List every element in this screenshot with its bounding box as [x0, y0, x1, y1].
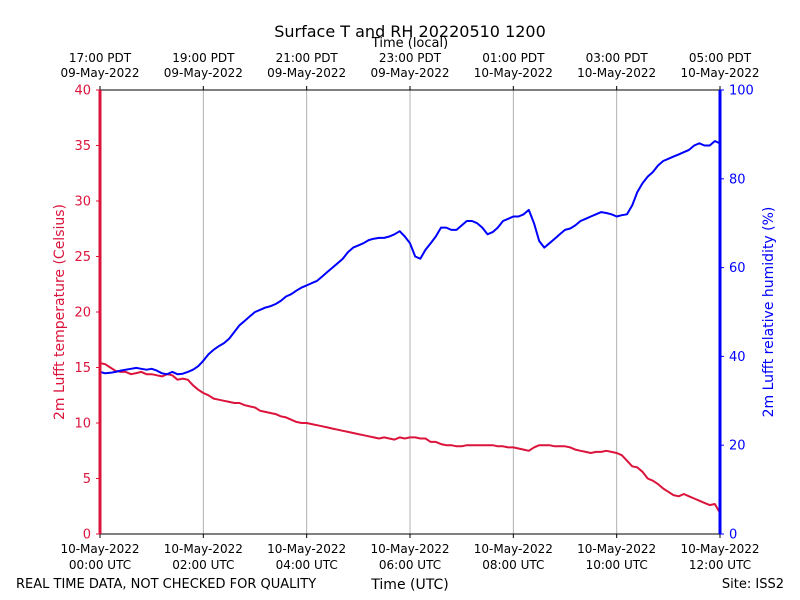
x-tick-label-utc-time: 10:00 UTC [586, 558, 648, 572]
quality-disclaimer: REAL TIME DATA, NOT CHECKED FOR QUALITY [16, 577, 316, 592]
left-y-tick-label: 30 [74, 195, 91, 210]
x-axis-label: Time (UTC) [370, 577, 448, 593]
x-tick-label-utc-time: 08:00 UTC [482, 558, 544, 572]
right-y-axis-label: 2m Lufft relative humidity (%) [761, 207, 777, 418]
x-tick-label-local-time: 05:00 PDT [689, 51, 752, 65]
x-tick-label-local-date: 10-May-2022 [577, 66, 656, 80]
left-y-tick-label: 10 [74, 417, 91, 432]
x-tick-label-utc-time: 00:00 UTC [69, 558, 131, 572]
x-tick-label-local-time: 19:00 PDT [172, 51, 235, 65]
left-y-tick-label: 0 [83, 528, 91, 543]
left-y-tick-label: 35 [74, 139, 91, 154]
gridlines [202, 90, 618, 534]
right-y-tick-label: 80 [729, 172, 746, 187]
x-tick-label-local-date: 09-May-2022 [60, 66, 139, 80]
x-tick-label-local-time: 03:00 PDT [586, 51, 649, 65]
site-label: Site: ISS2 [722, 577, 784, 592]
right-y-tick-label: 0 [729, 528, 737, 543]
x-tick-label-local-date: 09-May-2022 [164, 66, 243, 80]
x-tick-label-utc-time: 06:00 UTC [379, 558, 441, 572]
temperature-series-line [99, 362, 721, 514]
left-y-tick-label: 15 [74, 361, 91, 376]
left-y-tick-label: 25 [74, 250, 91, 265]
x-tick-label-utc-date: 10-May-2022 [474, 542, 553, 556]
chart-title: Surface T and RH 20220510 1200 [274, 22, 546, 41]
left-y-tick-label: 40 [74, 84, 91, 99]
x-tick-label-utc-time: 12:00 UTC [689, 558, 751, 572]
left-y-axis-label: 2m Lufft temperature (Celsius) [52, 204, 68, 420]
x-tick-label-local-date: 10-May-2022 [474, 66, 553, 80]
right-y-tick-label: 100 [729, 84, 754, 99]
x-tick-label-utc-date: 10-May-2022 [370, 542, 449, 556]
x-tick-label-local-date: 10-May-2022 [680, 66, 759, 80]
x-tick-label-local-date: 09-May-2022 [267, 66, 346, 80]
x-tick-label-utc-date: 10-May-2022 [267, 542, 346, 556]
x-tick-label-utc-date: 10-May-2022 [680, 542, 759, 556]
right-y-tick-label: 40 [729, 350, 746, 365]
right-y-tick-label: 60 [729, 261, 746, 276]
x-tick-label-local-date: 09-May-2022 [370, 66, 449, 80]
x-tick-label-local-time: 21:00 PDT [276, 51, 339, 65]
series-layer [99, 140, 721, 514]
left-y-tick-label: 5 [83, 472, 91, 487]
left-y-tick-label: 20 [74, 306, 91, 321]
right-y-tick-label: 20 [729, 439, 746, 454]
x-tick-label-utc-time: 04:00 UTC [276, 558, 338, 572]
x-tick-label-utc-date: 10-May-2022 [164, 542, 243, 556]
x-tick-label-local-time: 23:00 PDT [379, 51, 442, 65]
x-tick-label-utc-time: 02:00 UTC [172, 558, 234, 572]
x-tick-label-local-time: 17:00 PDT [69, 51, 132, 65]
x-tick-label-utc-date: 10-May-2022 [60, 542, 139, 556]
x-tick-label-utc-date: 10-May-2022 [577, 542, 656, 556]
humidity-series-line [99, 140, 721, 376]
top-axis-label: Time (local) [371, 36, 448, 51]
x-tick-label-local-time: 01:00 PDT [482, 51, 545, 65]
